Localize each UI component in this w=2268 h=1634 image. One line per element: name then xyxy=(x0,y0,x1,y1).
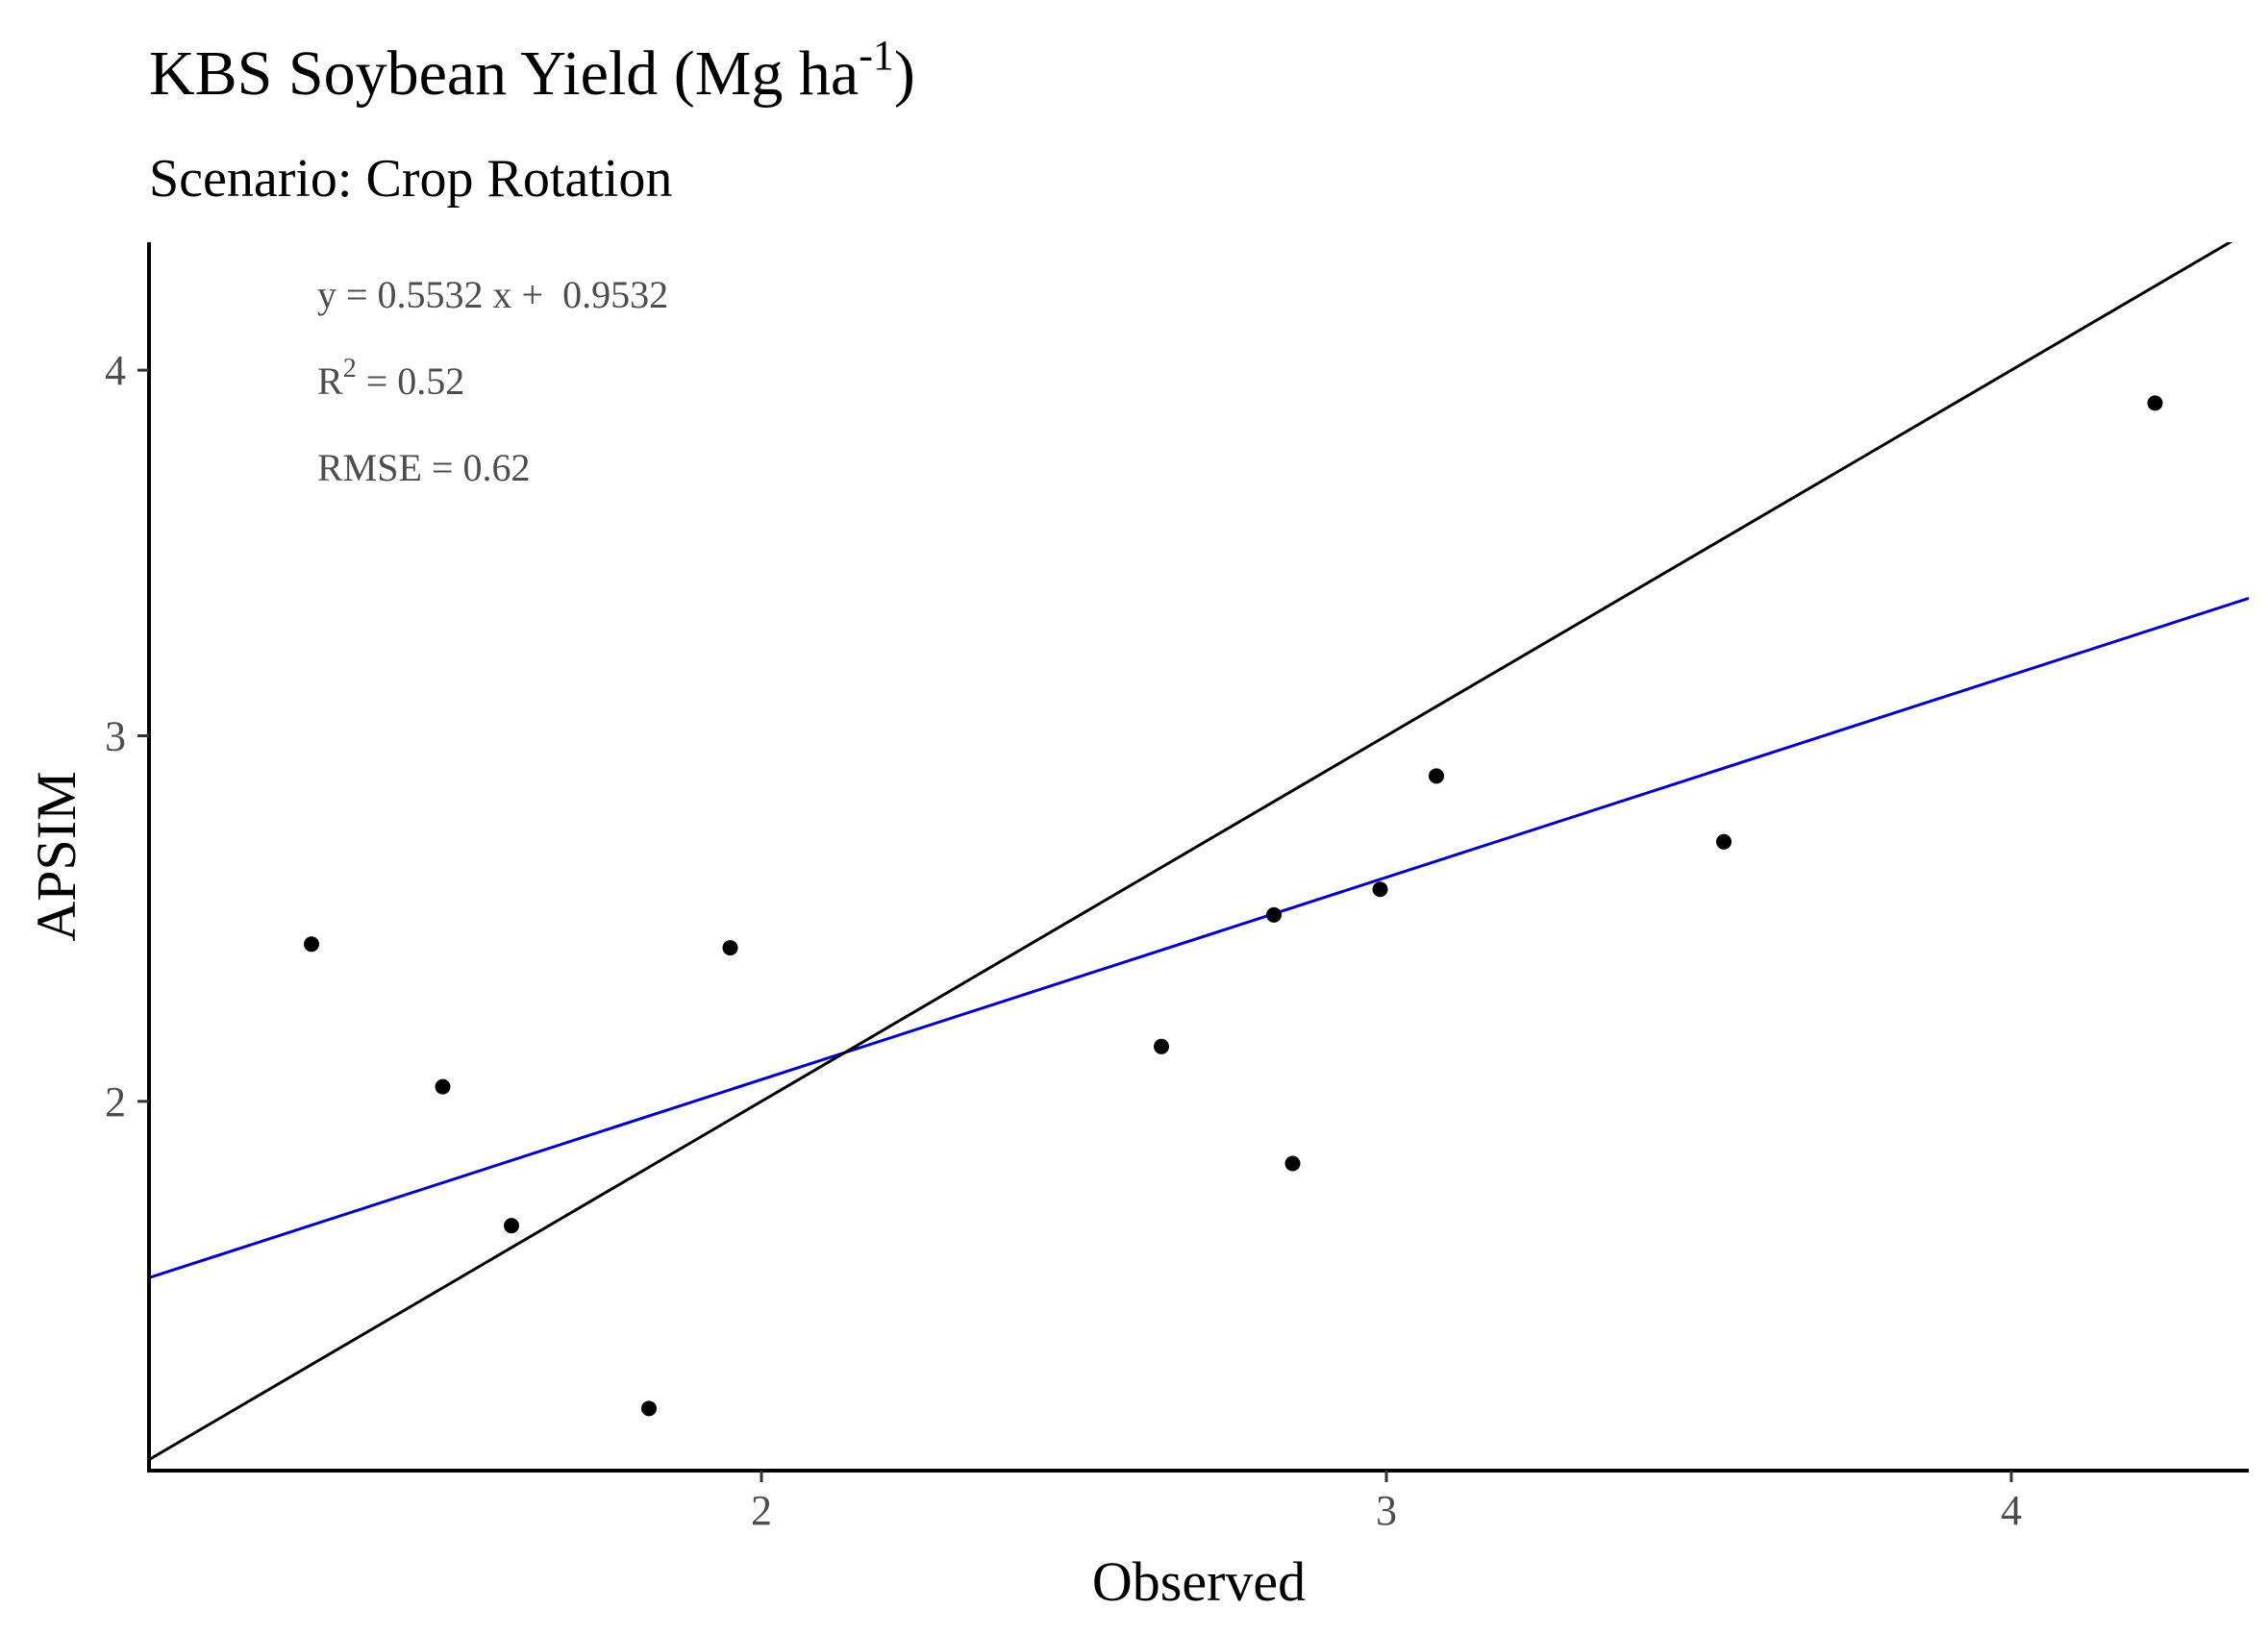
data-point xyxy=(641,1400,657,1417)
r-squared-sup: 2 xyxy=(343,354,357,384)
data-point xyxy=(504,1218,519,1234)
data-point xyxy=(1154,1038,1169,1054)
x-ticks: 2 3 4 xyxy=(751,1471,2022,1534)
chart-title-sup: -1 xyxy=(859,32,894,79)
r-squared-label: R2 = 0.52 xyxy=(317,354,464,403)
data-point xyxy=(435,1078,451,1095)
data-point xyxy=(722,940,738,956)
x-tick-label: 2 xyxy=(751,1487,772,1534)
y-axis-title: APSIM xyxy=(25,771,87,941)
x-tick-label: 4 xyxy=(2001,1487,2022,1534)
chart-title-main: KBS Soybean Yield (Mg ha xyxy=(149,38,859,109)
chart-title: KBS Soybean Yield (Mg ha-1) xyxy=(149,32,915,109)
rmse-label: RMSE = 0.62 xyxy=(317,446,530,489)
x-axis-title: Observed xyxy=(1092,1550,1306,1613)
data-point xyxy=(2147,395,2163,411)
r-squared-value: = 0.52 xyxy=(357,359,465,403)
chart-subtitle: Scenario: Crop Rotation xyxy=(149,149,672,209)
y-tick-label: 4 xyxy=(105,347,126,394)
data-point xyxy=(1716,833,1732,850)
data-point xyxy=(1266,906,1282,923)
x-tick-label: 3 xyxy=(1376,1487,1397,1534)
points-layer xyxy=(304,395,2163,1417)
chart-title-close: ) xyxy=(894,38,915,109)
identity-line xyxy=(149,242,2233,1461)
data-point xyxy=(1429,768,1444,784)
regression-equation: y = 0.5532 x + 0.9532 xyxy=(317,273,668,316)
y-tick-label: 2 xyxy=(105,1078,126,1126)
data-point xyxy=(304,936,319,953)
lines-layer xyxy=(149,242,2249,1461)
data-point xyxy=(1284,1155,1301,1172)
y-tick-label: 3 xyxy=(105,712,126,759)
r-squared-letter: R xyxy=(317,359,343,403)
data-point xyxy=(1372,881,1388,898)
regression-line xyxy=(149,596,2249,1279)
y-ticks: 2 3 4 xyxy=(105,347,149,1126)
